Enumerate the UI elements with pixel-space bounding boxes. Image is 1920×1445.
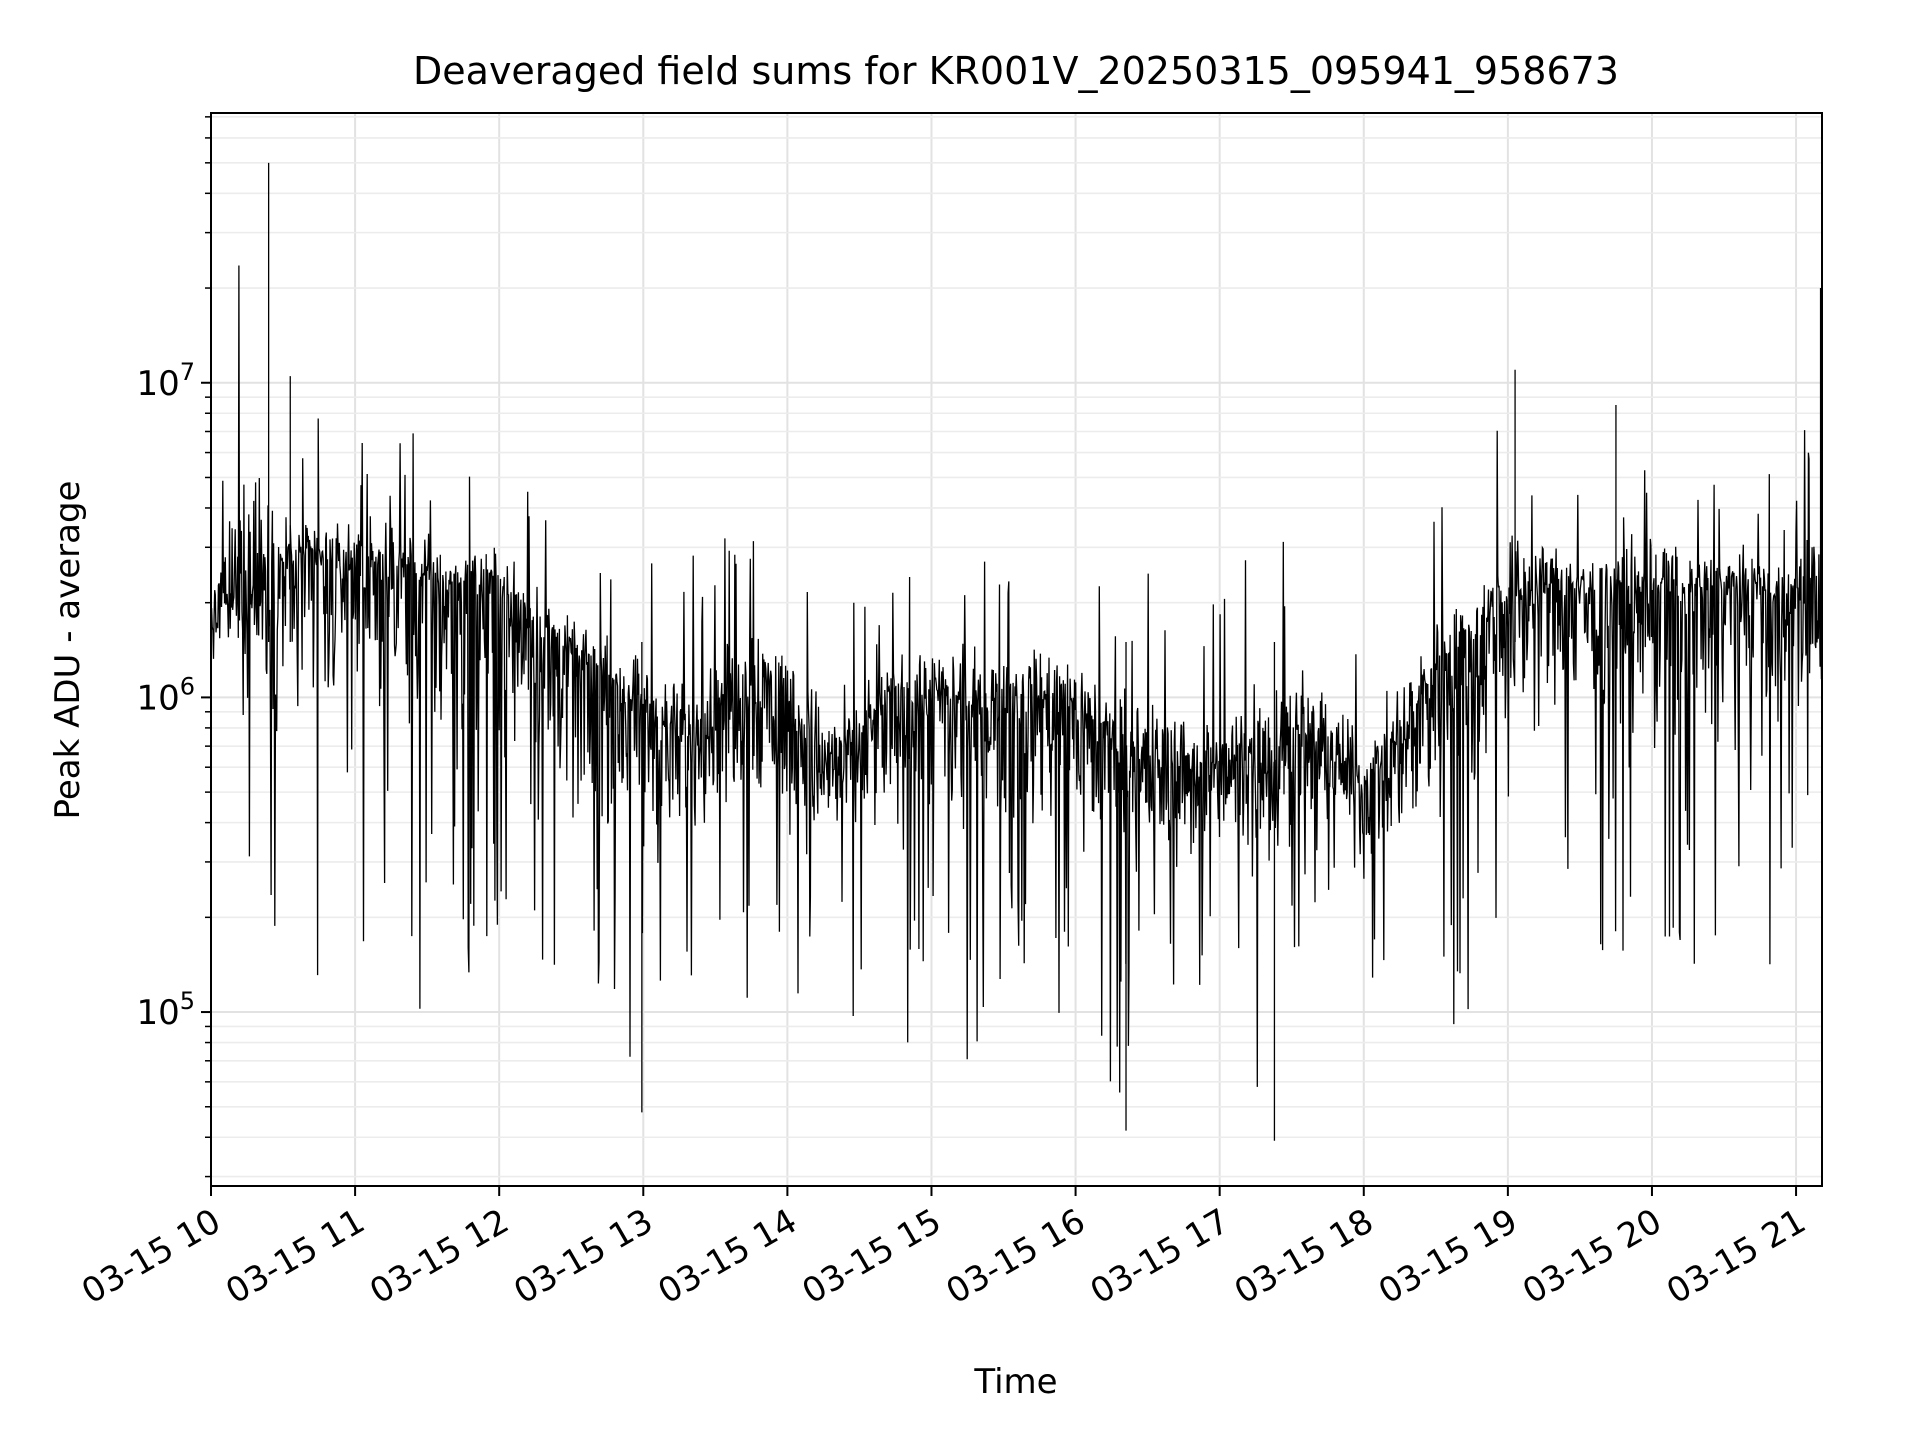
y-axis: 105 106 107 (136, 116, 211, 1178)
series-line (210, 265, 1823, 1093)
y-tick-label: 107 (136, 358, 195, 404)
y-tick-label: 105 (136, 987, 195, 1033)
y-tick-label: 106 (136, 672, 195, 718)
x-axis-label: Time (973, 1362, 1057, 1402)
y-axis-label: Peak ADU - average (48, 481, 88, 820)
series (210, 162, 1823, 1141)
plot-frame (210, 112, 1823, 1187)
chart-title: Deaveraged field sums for KR001V_2025031… (413, 49, 1619, 93)
